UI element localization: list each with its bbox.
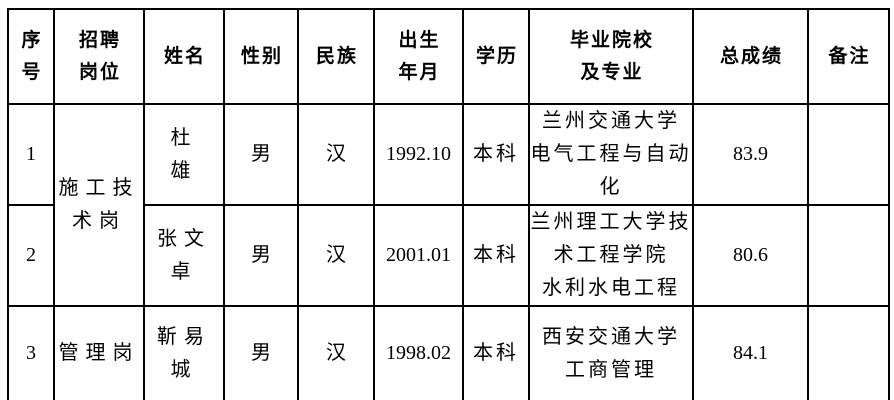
row3-ethnicity: 汉 [297,305,375,400]
table-row: 1 施工技 术岗 杜 雄 男 汉 1992.10 本科 兰州交通大学 电气工程与… [7,103,890,307]
row2-gender: 男 [223,204,299,307]
row3-name: 靳易城 [143,305,225,400]
row1-ethnicity: 汉 [297,103,375,206]
header-row: 序 号 招聘 岗位 姓名 性别 民族 出生 年月 学历 毕业院校 及专业 总成绩… [7,8,890,105]
header-school-major: 毕业院校 及专业 [528,8,694,105]
row2-serial-no: 2 [7,204,55,307]
header-total-score: 总成绩 [692,8,809,105]
row3-gender: 男 [223,305,299,400]
row2-school-major: 兰州理工大学技 术工程学院 水利水电工程 [528,204,694,307]
row1-remarks [807,103,890,206]
header-birth-date: 出生 年月 [373,8,464,105]
row1-education: 本科 [462,103,530,206]
row3-school-major: 西安交通大学 工商管理 [528,305,694,400]
row3-birth-date: 1998.02 [373,305,464,400]
row3-remarks [807,305,890,400]
table-row: 2 张文卓 男 汉 2001.01 本科 兰州理工大学技 术工程学院 水利水电工… [7,204,890,307]
row2-ethnicity: 汉 [297,204,375,307]
row2-education: 本科 [462,204,530,307]
row1-name: 杜 雄 [143,103,225,206]
row3-education: 本科 [462,305,530,400]
row3-serial-no: 3 [7,305,55,400]
row2-remarks [807,204,890,307]
row2-birth-date: 2001.01 [373,204,464,307]
header-name: 姓名 [143,8,225,105]
row3-position: 管理岗 [53,305,145,400]
row1-total-score: 83.9 [692,103,809,206]
table-row: 3 管理岗 靳易城 男 汉 1998.02 本科 西安交通大学 工商管理 84.… [7,305,890,400]
row1-gender: 男 [223,103,299,206]
header-gender: 性别 [223,8,299,105]
header-ethnicity: 民族 [297,8,375,105]
row2-name: 张文卓 [143,204,225,307]
header-remarks: 备注 [807,8,890,105]
row2-total-score: 80.6 [692,204,809,307]
header-education: 学历 [462,8,530,105]
row1-school-major: 兰州交通大学 电气工程与自动 化 [528,103,694,206]
header-position: 招聘 岗位 [53,8,145,105]
recruitment-results-table: 序 号 招聘 岗位 姓名 性别 民族 出生 年月 学历 毕业院校 及专业 总成绩… [7,8,890,400]
row1-serial-no: 1 [7,103,55,206]
row1-position: 施工技 术岗 [53,103,145,307]
row1-birth-date: 1992.10 [373,103,464,206]
header-serial-no: 序 号 [7,8,55,105]
row3-total-score: 84.1 [692,305,809,400]
